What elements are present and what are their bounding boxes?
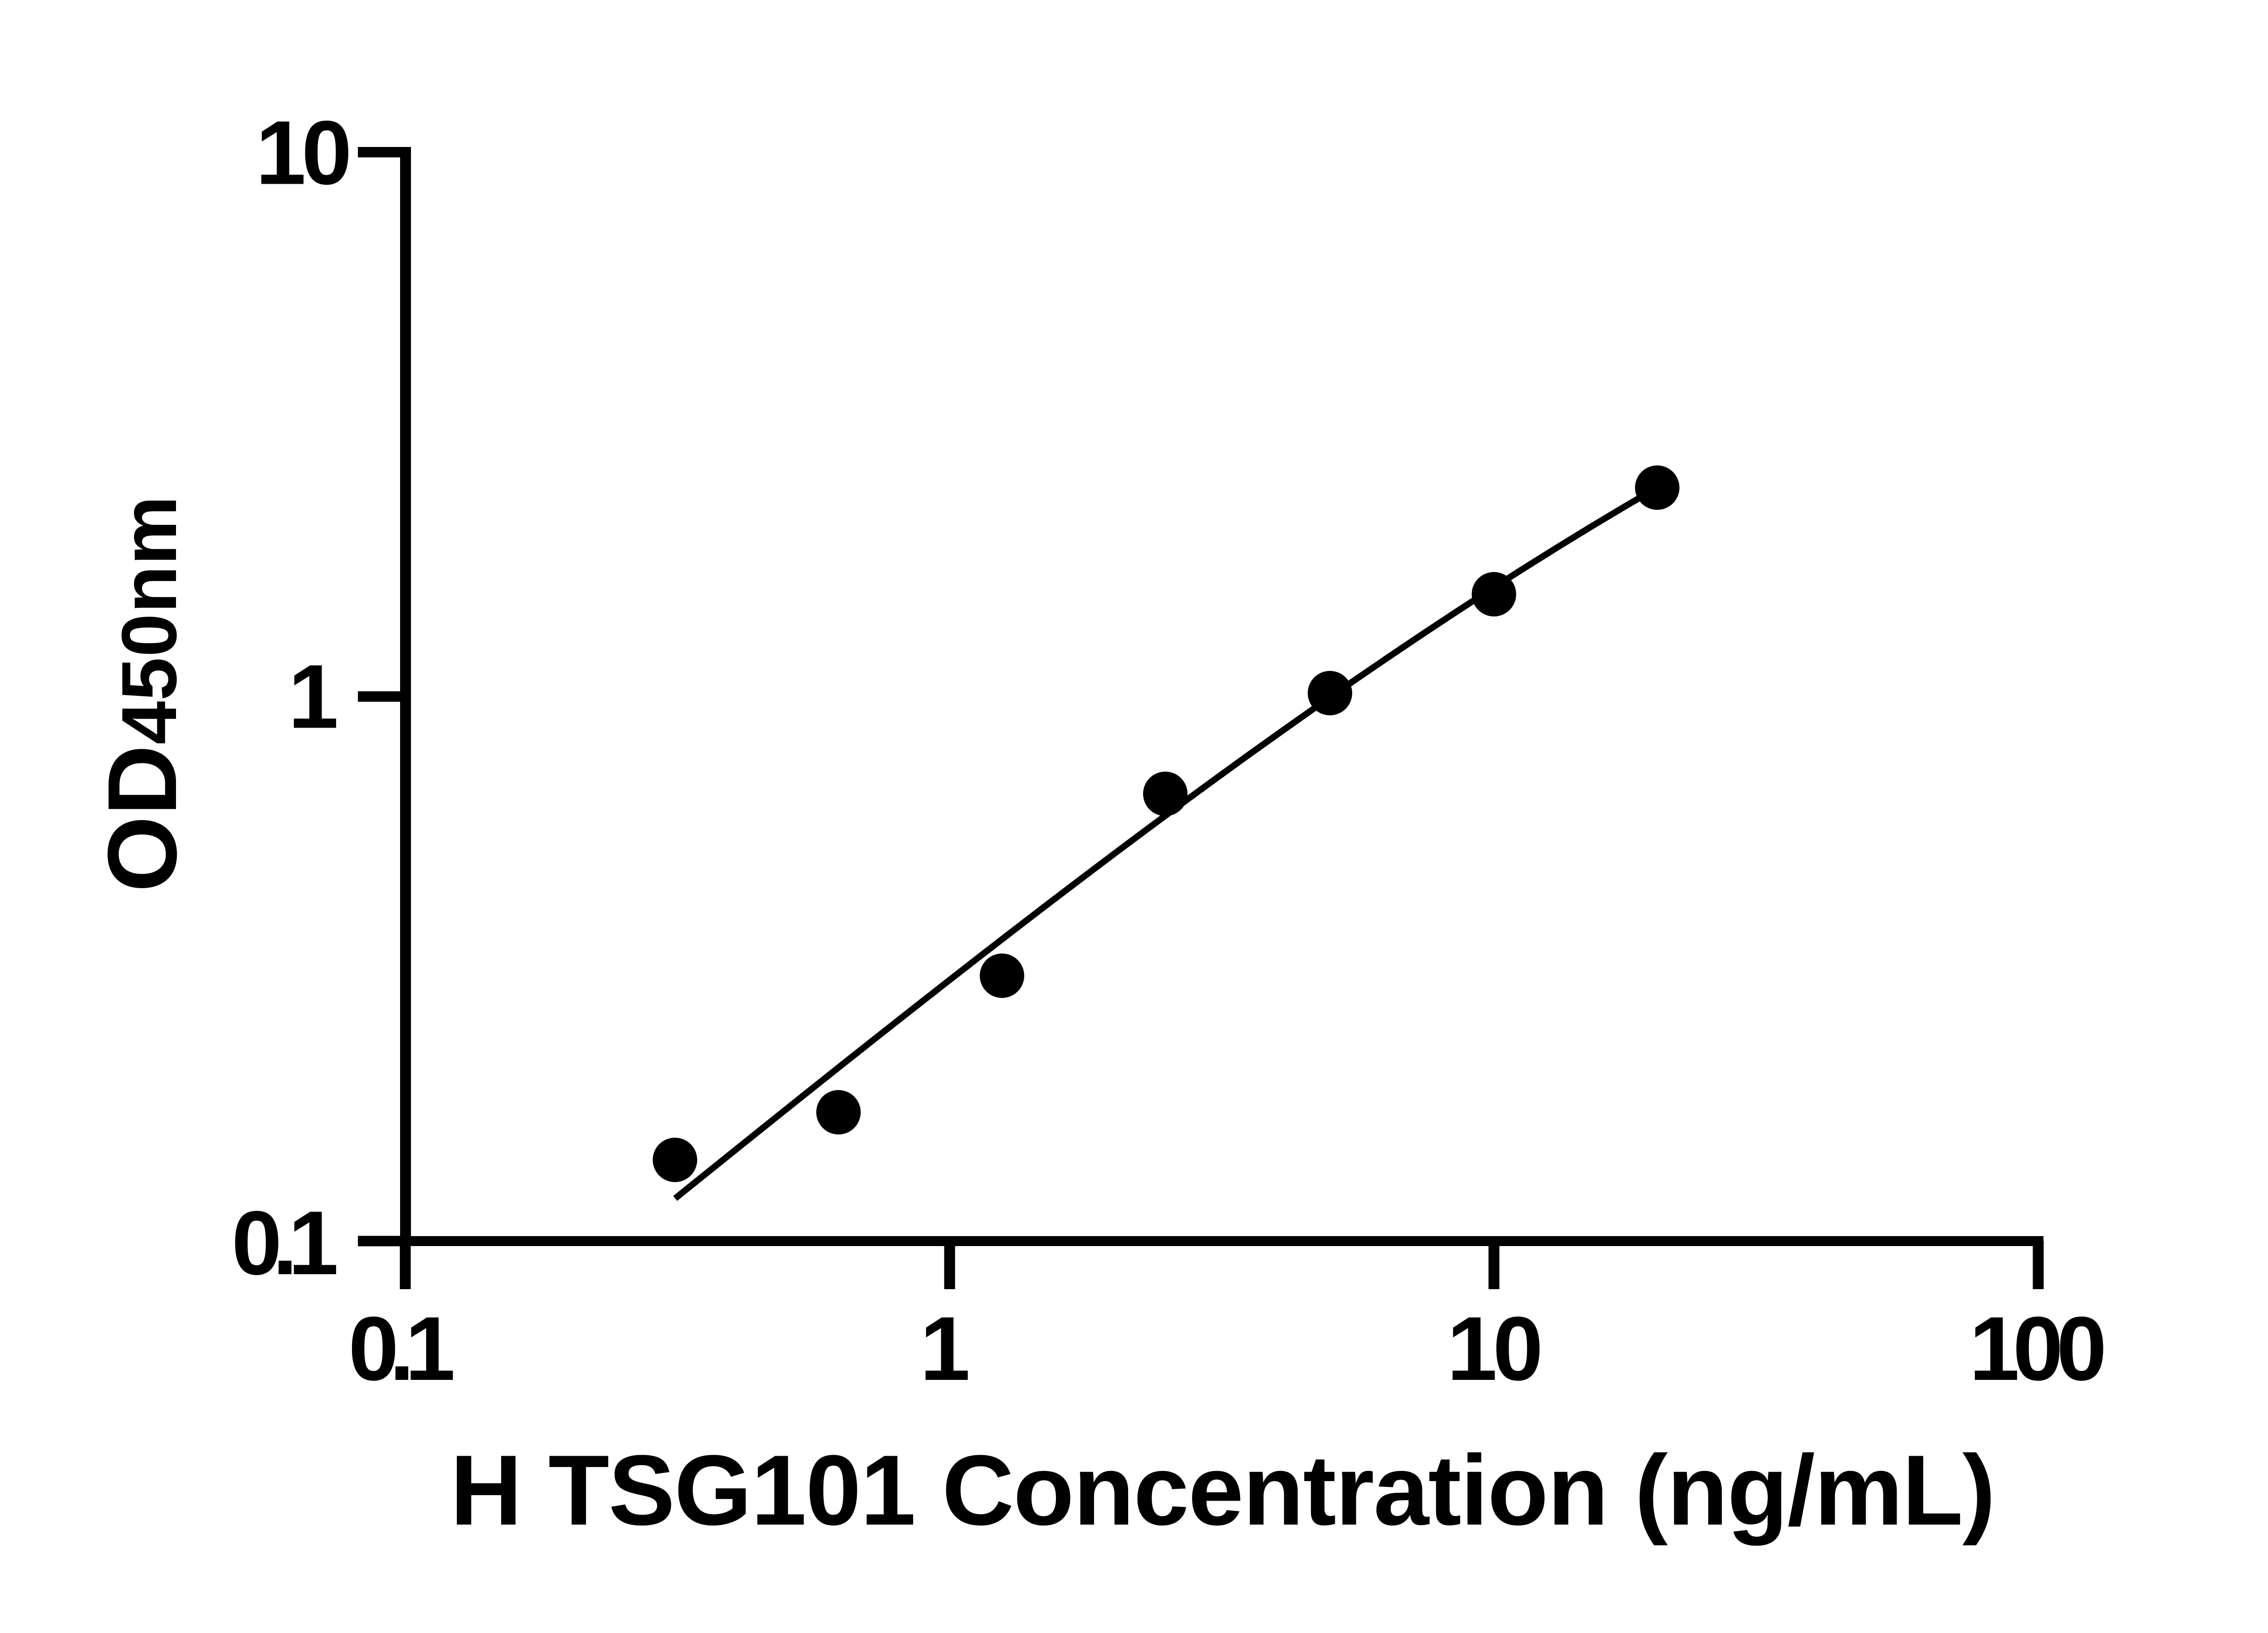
svg-text:10: 10 xyxy=(1447,1298,1540,1399)
svg-text:H TSG101 Concentration (ng/mL): H TSG101 Concentration (ng/mL) xyxy=(450,1434,1994,1546)
svg-text:OD450nm: OD450nm xyxy=(87,495,197,892)
svg-text:0.1: 0.1 xyxy=(348,1298,453,1399)
svg-text:1: 1 xyxy=(920,1298,970,1399)
svg-text:10: 10 xyxy=(256,103,349,204)
svg-text:1: 1 xyxy=(288,646,338,748)
svg-text:0.1: 0.1 xyxy=(231,1193,336,1294)
svg-text:100: 100 xyxy=(1969,1298,2103,1399)
